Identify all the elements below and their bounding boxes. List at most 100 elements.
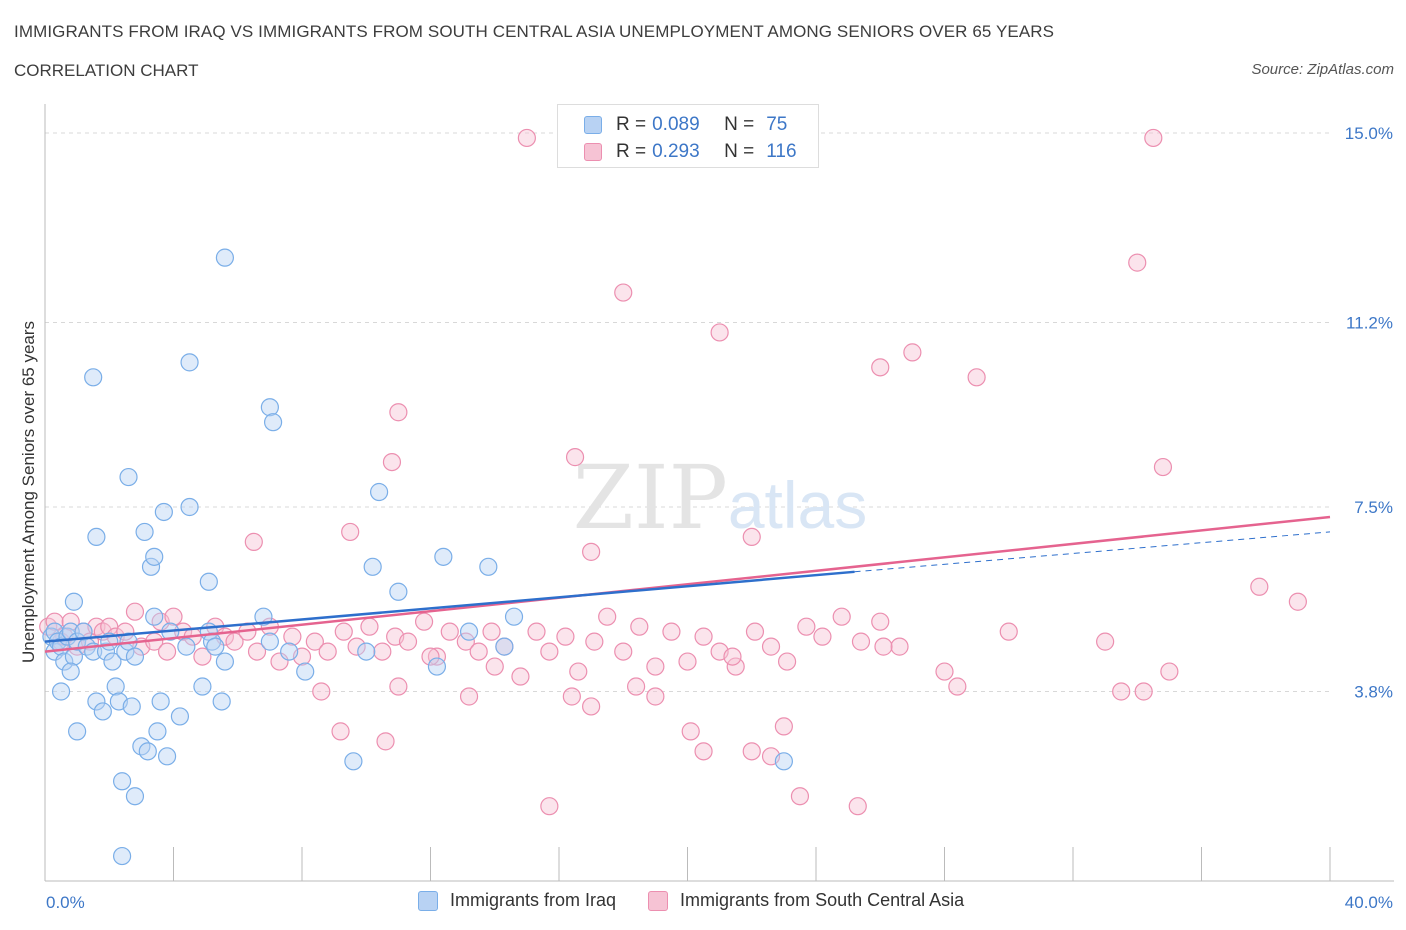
- data-point-south-central-asia: [421, 647, 440, 666]
- chart-subtitle: CORRELATION CHART: [14, 61, 199, 80]
- data-point-iraq: [357, 642, 376, 661]
- stats-legend: R = 0.089 N = 75 R = 0.293 N = 116: [557, 104, 819, 168]
- data-point-iraq: [112, 846, 132, 866]
- data-point-south-central-asia: [662, 622, 681, 641]
- data-point-iraq: [215, 652, 234, 671]
- data-point-south-central-asia: [626, 677, 646, 696]
- data-point-iraq: [96, 642, 116, 661]
- data-point-south-central-asia: [848, 797, 867, 816]
- data-point-south-central-asia: [742, 527, 761, 547]
- data-point-south-central-asia: [125, 602, 145, 621]
- data-point-south-central-asia: [1128, 253, 1147, 272]
- data-point-south-central-asia: [270, 652, 289, 671]
- data-point-iraq: [135, 522, 154, 542]
- data-point-south-central-asia: [890, 637, 909, 656]
- data-point-iraq: [138, 742, 157, 761]
- data-point-iraq: [125, 787, 145, 806]
- data-point-south-central-asia: [556, 627, 575, 646]
- legend-label-iraq: Immigrants from Iraq: [450, 890, 617, 910]
- data-point-iraq: [122, 697, 141, 716]
- legend-row-iraq: R = 0.089 N = 75: [584, 113, 787, 137]
- data-point-south-central-asia: [723, 647, 742, 666]
- n-value: 116: [766, 141, 797, 162]
- data-point-iraq: [180, 353, 199, 372]
- data-point-south-central-asia: [678, 652, 697, 671]
- r-label: R =: [616, 141, 647, 162]
- data-point-iraq: [112, 772, 132, 791]
- data-point-iraq: [459, 622, 479, 641]
- data-point-iraq: [145, 547, 164, 566]
- data-point-iraq: [344, 752, 363, 771]
- data-point-iraq: [254, 607, 273, 626]
- trendline-iraq: [44, 570, 855, 643]
- data-point-iraq: [434, 547, 453, 566]
- data-point-iraq: [504, 607, 524, 626]
- r-value: 0.089: [652, 114, 700, 135]
- data-point-iraq: [93, 702, 112, 721]
- data-point-south-central-asia: [777, 652, 797, 671]
- series-legend: Immigrants from Iraq Immigrants from Sou…: [418, 890, 996, 911]
- data-point-south-central-asia: [646, 687, 665, 706]
- data-point-south-central-asia: [851, 632, 871, 651]
- data-point-south-central-asia: [193, 647, 212, 666]
- data-point-south-central-asia: [540, 642, 559, 661]
- data-point-iraq: [103, 652, 122, 671]
- data-point-south-central-asia: [331, 722, 350, 741]
- data-point-south-central-asia: [874, 637, 893, 656]
- y-tick-label: 11.2%: [1346, 313, 1393, 332]
- data-point-south-central-asia: [774, 717, 793, 736]
- data-point-south-central-asia: [527, 622, 546, 641]
- watermark-zip: ZIP: [573, 446, 728, 549]
- data-point-iraq: [180, 497, 199, 517]
- data-point-south-central-asia: [389, 403, 408, 422]
- data-point-iraq: [193, 677, 212, 696]
- source-label: Source: ZipAtlas.com: [1251, 61, 1394, 78]
- data-point-iraq: [157, 747, 177, 766]
- legend-swatch-blue: [418, 890, 438, 911]
- data-point-iraq: [74, 622, 93, 641]
- y-tick-label: 7.5%: [1354, 498, 1393, 517]
- legend-swatch-pink: [584, 143, 602, 161]
- data-point-south-central-asia: [225, 632, 244, 651]
- data-point-iraq: [125, 647, 145, 666]
- data-point-iraq: [55, 652, 74, 671]
- data-point-south-central-asia: [440, 622, 459, 641]
- data-point-south-central-asia: [598, 607, 617, 626]
- data-point-iraq: [363, 557, 382, 576]
- legend-swatch-blue: [584, 116, 602, 134]
- data-point-south-central-asia: [347, 637, 366, 656]
- data-point-south-central-asia: [360, 617, 379, 636]
- data-point-south-central-asia: [797, 617, 816, 636]
- data-point-south-central-asia: [511, 667, 530, 686]
- data-point-south-central-asia: [562, 687, 581, 706]
- n-value: 75: [766, 114, 788, 135]
- data-point-south-central-asia: [871, 358, 890, 377]
- x-tick-label-max: 40.0%: [1345, 893, 1393, 912]
- data-point-south-central-asia: [903, 343, 922, 362]
- data-point-south-central-asia: [948, 677, 967, 696]
- data-point-south-central-asia: [681, 722, 700, 741]
- data-point-south-central-asia: [341, 522, 360, 542]
- trendline-south-central-asia: [44, 515, 1331, 653]
- data-point-south-central-asia: [582, 697, 601, 716]
- data-point-south-central-asia: [1144, 128, 1163, 148]
- data-point-south-central-asia: [967, 368, 986, 387]
- data-point-iraq: [212, 692, 231, 711]
- trendline-iraq-extrapolated: [854, 531, 1331, 573]
- data-point-iraq: [260, 398, 279, 417]
- data-point-iraq: [141, 557, 161, 576]
- data-point-south-central-asia: [334, 622, 353, 641]
- data-point-south-central-asia: [1160, 662, 1179, 681]
- data-point-south-central-asia: [247, 642, 267, 661]
- data-point-south-central-asia: [427, 647, 447, 666]
- watermark: ZIPatlas: [573, 446, 868, 549]
- data-point-south-central-asia: [482, 622, 501, 641]
- data-point-iraq: [154, 502, 173, 522]
- data-point-iraq: [389, 582, 408, 601]
- data-point-south-central-asia: [999, 622, 1018, 641]
- watermark-atlas: atlas: [728, 468, 867, 542]
- data-point-south-central-asia: [414, 612, 434, 631]
- y-axis-label: Unemployment Among Seniors over 65 years: [19, 321, 38, 663]
- data-point-south-central-asia: [469, 642, 488, 661]
